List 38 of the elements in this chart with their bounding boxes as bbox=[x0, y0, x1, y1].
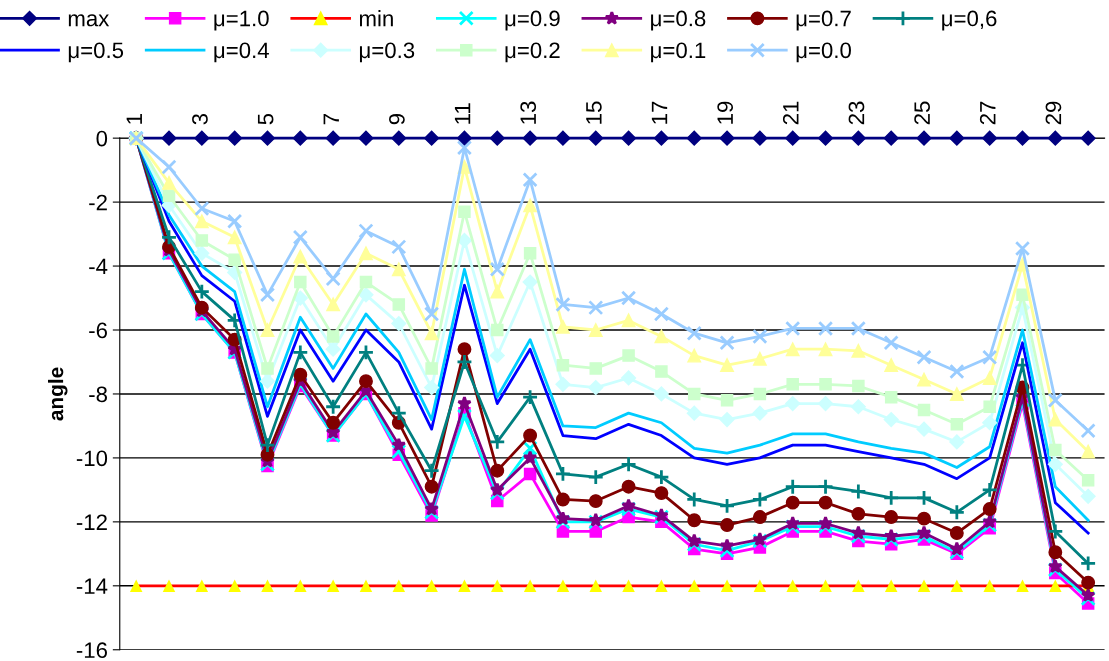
x-tick-label: 7 bbox=[323, 114, 339, 125]
legend-label: μ=0.9 bbox=[505, 10, 560, 31]
legend-label: min bbox=[359, 10, 393, 27]
y-tick-label: -10 bbox=[76, 450, 108, 467]
y-tick-label: -2 bbox=[89, 194, 107, 211]
x-tick-label: 15 bbox=[586, 101, 602, 124]
legend-label: μ=0.4 bbox=[214, 42, 269, 63]
x-tick-label: 9 bbox=[389, 114, 405, 125]
legend-label: μ=0.8 bbox=[651, 10, 706, 31]
x-tick-label: 17 bbox=[651, 101, 668, 124]
x-tick-label: 29 bbox=[1045, 101, 1062, 125]
y-tick-label: -4 bbox=[89, 258, 108, 275]
x-tick-label: 25 bbox=[914, 101, 930, 125]
y-tick-label: 0 bbox=[96, 130, 108, 147]
legend-label: max bbox=[68, 14, 110, 27]
legend-label: μ=0.3 bbox=[359, 42, 415, 63]
x-tick-label: 19 bbox=[717, 101, 734, 124]
x-tick-label: 1 bbox=[126, 114, 142, 124]
x-tick-label: 23 bbox=[848, 101, 865, 125]
x-tick-label: 13 bbox=[520, 101, 537, 124]
x-tick-label: 5 bbox=[257, 113, 274, 125]
y-axis-title: angle bbox=[48, 367, 68, 421]
legend-label: μ=0.1 bbox=[651, 42, 706, 63]
legend-label: μ=0.2 bbox=[505, 42, 560, 63]
x-tick-label: 11 bbox=[454, 103, 471, 124]
legend-label: μ=0.7 bbox=[796, 10, 851, 31]
y-tick-label: -6 bbox=[89, 322, 107, 339]
y-tick-label: -12 bbox=[76, 514, 107, 530]
legend-label: μ=0.0 bbox=[796, 42, 851, 63]
legend-label: μ=0,6 bbox=[942, 10, 997, 31]
y-tick-label: -16 bbox=[76, 642, 107, 659]
y-tick-label: -14 bbox=[76, 578, 108, 594]
y-tick-label: -8 bbox=[89, 386, 107, 403]
x-tick-label: 27 bbox=[979, 101, 996, 125]
legend-label: μ=1.0 bbox=[214, 10, 269, 31]
x-tick-label: 21 bbox=[782, 101, 799, 125]
x-tick-label: 3 bbox=[192, 113, 208, 125]
legend-label: μ=0.5 bbox=[68, 42, 124, 63]
